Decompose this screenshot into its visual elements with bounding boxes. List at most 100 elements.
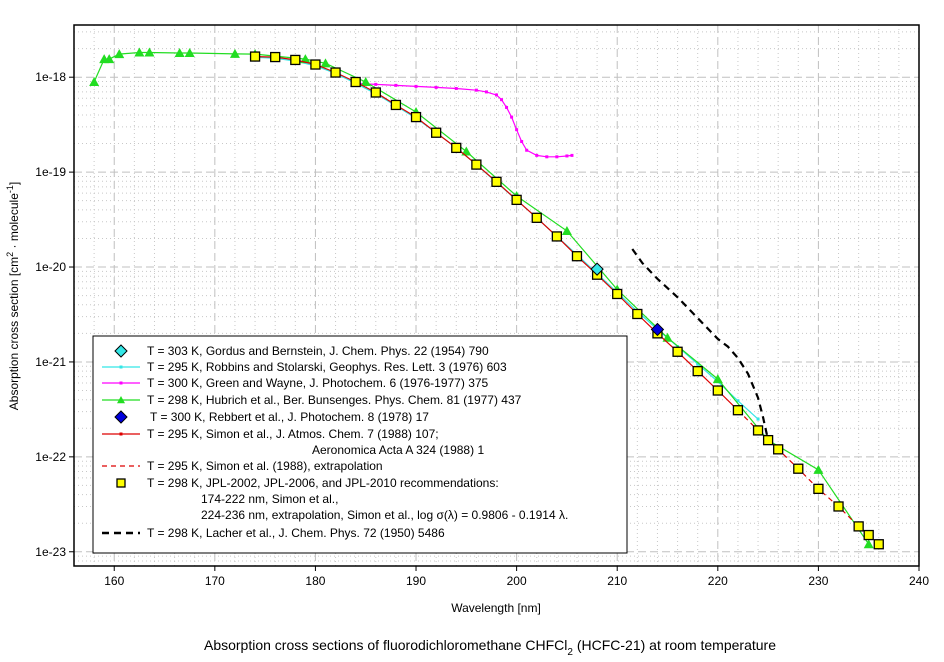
data-point [310, 59, 321, 70]
legend-label: T = 298 K, Lacher et al., J. Chem. Phys.… [147, 526, 445, 540]
legend-swatch [114, 344, 128, 358]
data-point [461, 146, 472, 156]
x-tick-label: 180 [305, 574, 325, 588]
data-point [632, 308, 643, 320]
x-tick-label: 240 [909, 574, 929, 588]
data-point [451, 142, 462, 154]
legend-item-rebbert: T = 300 K, Rebbert et al., J. Photochem.… [114, 410, 429, 424]
data-point [471, 159, 482, 170]
data-point [500, 98, 504, 102]
y-tick-label: 1e-21 [35, 355, 66, 369]
legend-item-hubrich: T = 298 K, Hubrich et al., Ber. Bunsenge… [102, 393, 522, 407]
data-point [696, 362, 700, 366]
x-tick-label: 230 [808, 574, 828, 588]
data-point [511, 194, 522, 206]
legend-label: T = 300 K, Rebbert et al., J. Photochem.… [150, 410, 429, 424]
data-point [813, 464, 824, 474]
x-axis-label: Wavelength [nm] [451, 601, 541, 615]
x-axis-ticks: 160 170 180 190 200 210 220 230 240 [104, 566, 929, 588]
data-point [612, 288, 623, 300]
data-point [360, 77, 371, 87]
data-point [863, 529, 874, 541]
legend-label: T = 298 K, JPL-2002, JPL-2006, and JPL-2… [147, 476, 499, 490]
legend-item-lacher: T = 298 K, Lacher et al., J. Chem. Phys.… [102, 526, 445, 540]
legend-item-robbins: T = 295 K, Robbins and Stolarski, Geophy… [102, 360, 507, 374]
series-rebbert [650, 322, 665, 337]
data-point [662, 332, 673, 342]
data-point [756, 417, 760, 421]
legend-marker [119, 381, 123, 385]
legend-item-jpl: T = 298 K, JPL-2002, JPL-2006, and JPL-2… [116, 476, 568, 522]
data-point [535, 153, 539, 157]
data-point [89, 77, 100, 87]
x-tick-label: 220 [708, 574, 728, 588]
data-point [551, 231, 563, 242]
data-point [410, 111, 422, 123]
y-tick-label: 1e-20 [35, 260, 66, 274]
legend-label: T = 295 K, Simon et al. (1988), extrapol… [147, 459, 383, 473]
data-point [510, 115, 514, 119]
data-point [650, 322, 665, 337]
data-point [370, 87, 381, 98]
legend-item-gordus: T = 303 K, Gordus and Bernstein, J. Chem… [114, 344, 489, 358]
legend-marker [119, 365, 123, 369]
y-tick-label: 1e-19 [35, 165, 66, 179]
plot-frame [73, 24, 920, 567]
data-point [555, 155, 559, 159]
data-point [545, 155, 549, 159]
data-point [520, 140, 524, 144]
data-point [134, 47, 145, 57]
y-tick-label: 1e-22 [35, 450, 66, 464]
data-point [249, 51, 261, 62]
data-point [104, 54, 115, 64]
data-point [374, 82, 378, 86]
series-jpl [249, 51, 884, 550]
data-point [590, 262, 604, 276]
data-point [712, 385, 723, 396]
y-axis-ticks: 1e-18 1e-19 1e-20 1e-21 1e-22 1e-23 [35, 70, 74, 559]
data-point [390, 99, 402, 111]
legend-item-green: T = 300 K, Green and Wayne, J. Photochem… [102, 376, 489, 390]
legend-label-line2: Aeronomica Acta A 324 (1988) 1 [312, 443, 484, 457]
data-point [320, 58, 331, 68]
data-point [174, 47, 185, 57]
data-point [505, 105, 509, 109]
data-point [300, 54, 311, 64]
series-line [355, 82, 572, 158]
data-point [873, 539, 884, 550]
series-green [354, 81, 574, 159]
data-point [270, 51, 281, 63]
data-point [863, 539, 874, 549]
data-point [184, 47, 195, 57]
data-point [144, 47, 155, 57]
legend-label-line3: 224-236 nm, extrapolation, Simon et al.,… [201, 508, 568, 522]
legend-label: T = 300 K, Green and Wayne, J. Photochem… [147, 376, 489, 390]
series-gordus [590, 262, 604, 276]
x-tick-label: 210 [607, 574, 627, 588]
data-point [454, 87, 458, 91]
legend-swatch [114, 410, 128, 424]
data-point [495, 93, 498, 97]
data-point [752, 425, 764, 436]
legend-marker [119, 432, 123, 436]
x-tick-label: 190 [406, 574, 426, 588]
chart-title: Absorption cross sections of fluorodichl… [204, 637, 776, 658]
y-tick-label: 1e-23 [35, 545, 66, 559]
data-point [394, 83, 398, 87]
data-point [793, 463, 804, 474]
data-point [484, 90, 488, 94]
data-point [571, 251, 583, 262]
data-point [229, 48, 240, 58]
data-point [813, 483, 824, 495]
data-point [474, 88, 478, 92]
legend-label-line2: 174-222 nm, Simon et al., [201, 492, 338, 506]
legend-item-simon: T = 295 K, Simon et al., J. Atmos. Chem.… [102, 427, 484, 457]
data-point [833, 501, 844, 512]
data-point [762, 434, 774, 446]
legend-label: T = 295 K, Robbins and Stolarski, Geophy… [147, 360, 507, 374]
data-point [736, 399, 740, 403]
data-point [692, 365, 703, 377]
series-layer [89, 47, 884, 550]
data-point [672, 346, 683, 357]
